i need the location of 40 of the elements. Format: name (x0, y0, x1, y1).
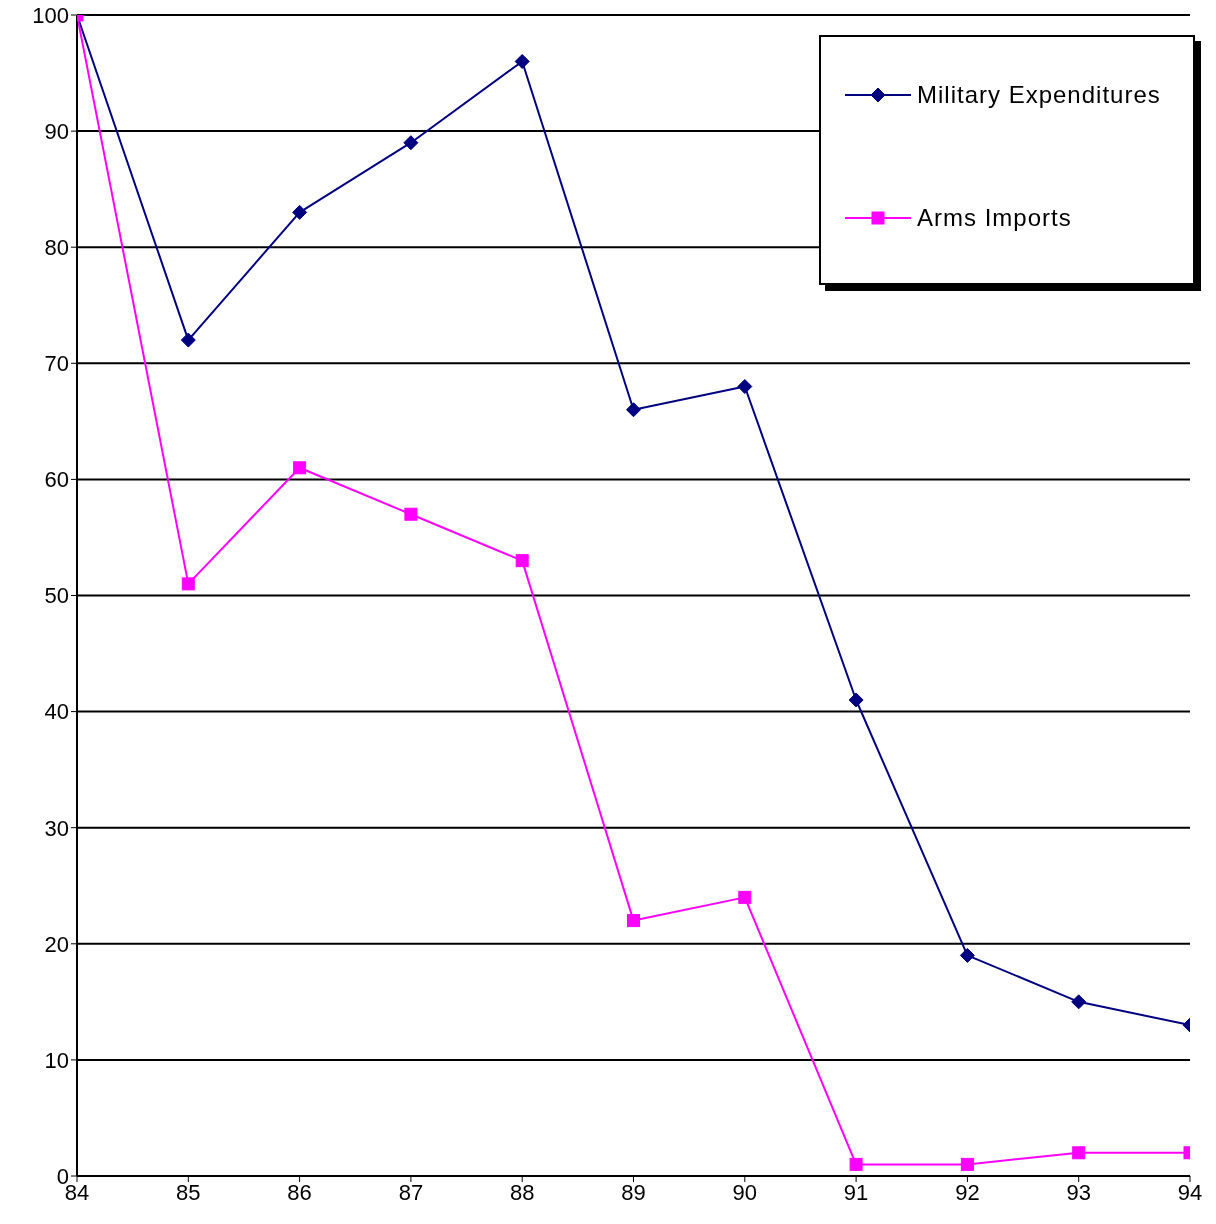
x-tick-label: 85 (176, 1179, 201, 1205)
legend-label: Military Expenditures (917, 81, 1161, 109)
point (404, 507, 418, 521)
x-tick-label: 93 (1066, 1179, 1091, 1205)
x-tick-label: 90 (732, 1179, 758, 1205)
point (737, 379, 753, 395)
point (738, 890, 752, 904)
point (293, 461, 307, 475)
y-tick-label: 10 (44, 1047, 69, 1073)
point (849, 1157, 863, 1171)
point (848, 692, 864, 708)
x-tick-label: 89 (621, 1179, 646, 1205)
point (181, 577, 195, 591)
point (514, 53, 530, 69)
x-tick-label: 91 (843, 1179, 869, 1205)
point (403, 135, 419, 151)
y-tick-label: 90 (44, 118, 69, 144)
point (1071, 994, 1087, 1010)
y-tick-label: 20 (44, 931, 69, 957)
point (960, 1157, 974, 1171)
point (1072, 1146, 1086, 1160)
point (627, 914, 640, 928)
y-tick-label: 100 (32, 2, 69, 28)
x-tick-label: 94 (1177, 1179, 1203, 1205)
y-tick-label: 80 (44, 235, 69, 261)
point (515, 554, 529, 568)
point (959, 947, 975, 963)
y-tick-label: 40 (44, 699, 69, 725)
point (626, 402, 641, 418)
y-tick-label: 70 (44, 351, 69, 377)
y-tick-label: 50 (44, 583, 69, 609)
x-tick-label: 86 (287, 1179, 312, 1205)
x-tick-label: 92 (955, 1179, 980, 1205)
legend-label: Arms Imports (917, 204, 1072, 232)
y-tick-label: 60 (44, 467, 69, 493)
point (180, 332, 196, 348)
point (292, 204, 308, 220)
y-tick-label: 30 (44, 815, 69, 841)
x-tick-label: 87 (398, 1179, 424, 1205)
x-tick-label: 88 (509, 1179, 535, 1205)
